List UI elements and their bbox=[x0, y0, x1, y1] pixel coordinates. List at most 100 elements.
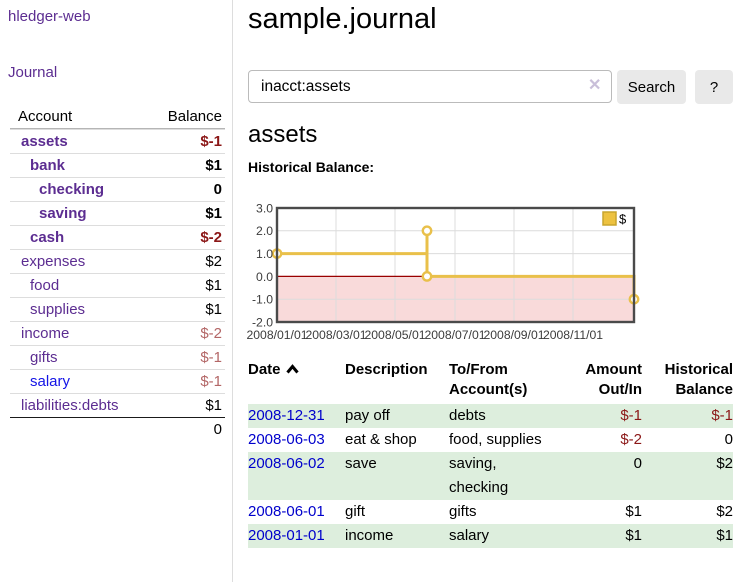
account-balance: $-2 bbox=[200, 322, 225, 345]
account-link-checking[interactable]: checking bbox=[10, 178, 104, 201]
account-balance: $2 bbox=[205, 250, 225, 273]
account-link-saving[interactable]: saving bbox=[10, 202, 87, 225]
svg-text:2008/07/01: 2008/07/01 bbox=[425, 328, 486, 342]
account-row: saving $1 bbox=[10, 201, 225, 225]
account-link-cash[interactable]: cash bbox=[10, 226, 64, 249]
account-link-salary[interactable]: salary bbox=[10, 370, 70, 393]
transaction-balance: $2 bbox=[642, 500, 733, 524]
register-row: 2008-06-02 save saving, checking 0 $2 bbox=[248, 452, 733, 500]
transaction-balance: $2 bbox=[642, 452, 733, 500]
search-button[interactable]: Search bbox=[617, 70, 686, 104]
journal-title: sample.journal bbox=[248, 3, 437, 36]
chart-canvas: $ 3.0 2.0 1.0 0.0 -1.0 -2.0 2008/01/01 2… bbox=[248, 202, 742, 350]
y-axis-ticks: 3.0 2.0 1.0 0.0 -1.0 -2.0 bbox=[252, 202, 273, 330]
transaction-date-link[interactable]: 2008-12-31 bbox=[248, 407, 325, 424]
transaction-date-link[interactable]: 2008-01-01 bbox=[248, 527, 325, 544]
transaction-description: income bbox=[345, 524, 449, 548]
register-row: 2008-01-01 income salary $1 $1 bbox=[248, 524, 733, 548]
account-row: cash $-2 bbox=[10, 225, 225, 249]
account-link-food[interactable]: food bbox=[10, 274, 59, 297]
register-row: 2008-12-31 pay off debts $-1 $-1 bbox=[248, 404, 733, 428]
hledger-web-page: hledger-web Journal Account Balance asse… bbox=[0, 0, 742, 582]
balance-column-header: Balance bbox=[168, 105, 225, 128]
account-row: salary $-1 bbox=[10, 369, 225, 393]
transaction-amount: 0 bbox=[552, 452, 642, 500]
svg-text:2008/09/01: 2008/09/01 bbox=[484, 328, 545, 342]
svg-text:2008/01/01: 2008/01/01 bbox=[247, 328, 308, 342]
svg-text:2008/03/01: 2008/03/01 bbox=[306, 328, 367, 342]
legend-swatch-icon bbox=[603, 212, 616, 225]
nav-journal-link[interactable]: Journal bbox=[8, 64, 57, 81]
account-link-supplies[interactable]: supplies bbox=[10, 298, 85, 321]
amount-column-header: Amount Out/In bbox=[552, 358, 642, 404]
account-balance: $1 bbox=[205, 202, 225, 225]
accounts-total-row: 0 bbox=[10, 417, 225, 441]
clear-search-icon[interactable]: ✕ bbox=[588, 77, 601, 95]
transaction-accounts: salary bbox=[449, 524, 552, 548]
sort-ascending-icon bbox=[285, 364, 300, 374]
svg-text:2008/05/01: 2008/05/01 bbox=[365, 328, 426, 342]
accounts-total-value: 0 bbox=[214, 418, 225, 441]
account-row: checking 0 bbox=[10, 177, 225, 201]
account-link-income[interactable]: income bbox=[10, 322, 69, 345]
account-balance: $-2 bbox=[200, 226, 225, 249]
account-row: assets $-1 bbox=[10, 129, 225, 153]
register-table: Date Description To/From Account(s) Amou… bbox=[248, 358, 733, 548]
transaction-amount: $-1 bbox=[552, 404, 642, 428]
transaction-description: pay off bbox=[345, 404, 449, 428]
account-link-expenses[interactable]: expenses bbox=[10, 250, 85, 273]
account-heading: assets bbox=[248, 121, 317, 149]
transaction-amount: $-2 bbox=[552, 428, 642, 452]
transaction-date-link[interactable]: 2008-06-01 bbox=[248, 503, 325, 520]
main-content: sample.journal ✕ Search ? assets Histori… bbox=[248, 0, 742, 582]
account-balance: $-1 bbox=[200, 346, 225, 369]
transaction-balance: $1 bbox=[642, 524, 733, 548]
account-link-assets[interactable]: assets bbox=[10, 130, 68, 153]
svg-text:2.0: 2.0 bbox=[256, 224, 273, 238]
historical-balance-label: Historical Balance: bbox=[248, 159, 374, 175]
search-input[interactable] bbox=[248, 70, 612, 103]
account-balance: $1 bbox=[205, 298, 225, 321]
account-row: gifts $-1 bbox=[10, 345, 225, 369]
date-column-header[interactable]: Date bbox=[248, 358, 345, 404]
app-title-link[interactable]: hledger-web bbox=[8, 8, 91, 25]
register-row: 2008-06-01 gift gifts $1 $2 bbox=[248, 500, 733, 524]
search-form: ✕ Search ? bbox=[248, 70, 742, 104]
account-row: expenses $2 bbox=[10, 249, 225, 273]
transaction-accounts: debts bbox=[449, 404, 552, 428]
svg-text:2008/11/01: 2008/11/01 bbox=[543, 328, 603, 342]
register-row: 2008-06-03 eat & shop food, supplies $-2… bbox=[248, 428, 733, 452]
account-row: supplies $1 bbox=[10, 297, 225, 321]
account-link-liabilities-debts[interactable]: liabilities:debts bbox=[10, 394, 119, 417]
transaction-balance: $-1 bbox=[642, 404, 733, 428]
balance-column-header: Historical Balance bbox=[642, 358, 733, 404]
transaction-accounts: food, supplies bbox=[449, 428, 552, 452]
svg-text:0.0: 0.0 bbox=[256, 270, 273, 284]
account-link-gifts[interactable]: gifts bbox=[10, 346, 58, 369]
account-link-bank[interactable]: bank bbox=[10, 154, 65, 177]
legend-label: $ bbox=[619, 212, 627, 227]
account-column-header: Account bbox=[10, 105, 72, 128]
account-balance: 0 bbox=[214, 178, 225, 201]
account-table-header: Account Balance bbox=[10, 105, 225, 129]
transaction-date-link[interactable]: 2008-06-03 bbox=[248, 431, 325, 448]
account-balance: $-1 bbox=[200, 130, 225, 153]
svg-text:-1.0: -1.0 bbox=[252, 293, 273, 307]
account-balance: $-1 bbox=[200, 370, 225, 393]
sidebar: hledger-web Journal Account Balance asse… bbox=[0, 0, 233, 582]
transaction-date-link[interactable]: 2008-06-02 bbox=[248, 455, 325, 472]
help-button[interactable]: ? bbox=[695, 70, 733, 104]
account-balance: $1 bbox=[205, 274, 225, 297]
transaction-accounts: gifts bbox=[449, 500, 552, 524]
account-balance: $1 bbox=[205, 154, 225, 177]
account-row: income $-2 bbox=[10, 321, 225, 345]
account-row: liabilities:debts$1 bbox=[10, 393, 225, 417]
x-axis-ticks: 2008/01/01 2008/03/01 2008/05/01 2008/07… bbox=[247, 328, 604, 342]
description-column-header: Description bbox=[345, 358, 449, 404]
transaction-description: eat & shop bbox=[345, 428, 449, 452]
register-header-row: Date Description To/From Account(s) Amou… bbox=[248, 358, 733, 404]
accounts-column-header: To/From Account(s) bbox=[449, 358, 552, 404]
transaction-accounts: saving, checking bbox=[449, 452, 552, 500]
account-balance-table: Account Balance assets $-1 bank $1 checkin… bbox=[10, 105, 225, 441]
svg-text:3.0: 3.0 bbox=[256, 202, 273, 216]
